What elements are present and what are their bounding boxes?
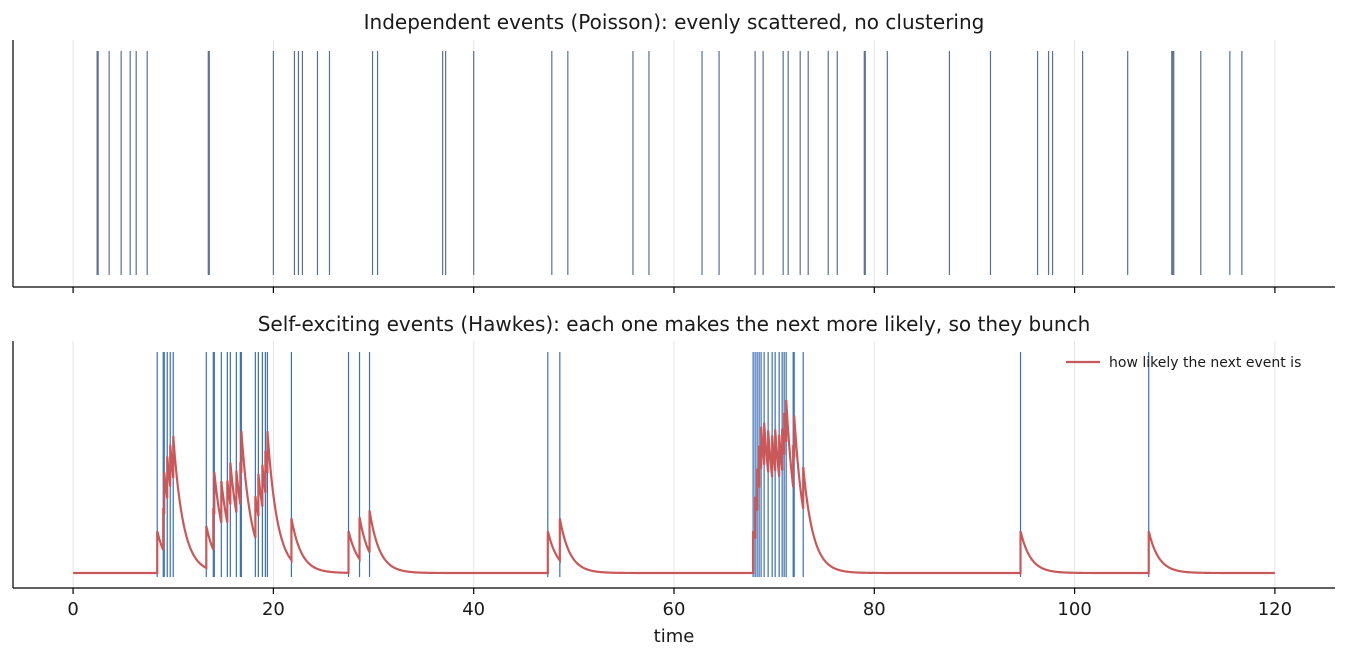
x-axis-ticks: 0 20 40 60 80 100 120 [67, 599, 1292, 620]
x-tick-label: 100 [1057, 599, 1091, 620]
poisson-title: Independent events (Poisson): evenly sca… [364, 10, 985, 34]
x-tick-label: 20 [262, 599, 285, 620]
poisson-event-lines [96, 51, 1243, 275]
x-tick-label: 80 [863, 599, 886, 620]
x-axis-label: time [654, 626, 695, 647]
x-tick-label: 40 [462, 599, 485, 620]
poisson-axes [12, 40, 1335, 293]
x-tick-label: 60 [663, 599, 686, 620]
legend-label: how likely the next event is [1109, 355, 1301, 371]
hawkes-intensity-line [73, 399, 1275, 575]
legend: how likely the next event is [1066, 355, 1301, 371]
x-tick-label: 0 [67, 599, 78, 620]
hawkes-grid [72, 341, 1276, 588]
hawkes-axes [12, 341, 1335, 594]
hawkes-title: Self-exciting events (Hawkes): each one … [258, 312, 1091, 336]
x-tick-label: 120 [1258, 599, 1292, 620]
poisson-grid [72, 40, 1276, 287]
hawkes-panel: Self-exciting events (Hawkes): each one … [12, 312, 1335, 647]
hawkes-event-lines [156, 352, 1150, 577]
poisson-panel: Independent events (Poisson): evenly sca… [12, 10, 1335, 293]
